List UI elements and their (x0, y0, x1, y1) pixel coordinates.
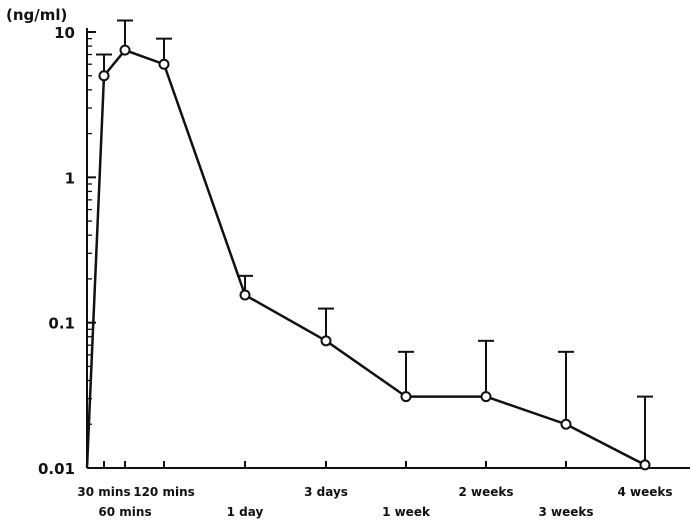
data-point (480, 391, 492, 403)
x-tick-label: 30 mins (77, 485, 130, 499)
x-tick-label: 2 weeks (458, 485, 513, 499)
y-tick-label: 10 (54, 24, 75, 42)
data-point (98, 70, 110, 82)
data-point (320, 335, 332, 347)
error-bars (96, 19, 653, 465)
x-tick-label: 60 mins (98, 505, 151, 519)
data-points (98, 44, 651, 471)
series-line (85, 48, 646, 469)
y-tick-label: 0.01 (38, 460, 75, 478)
data-point (119, 44, 131, 56)
series-polyline (85, 48, 646, 469)
data-point (639, 459, 651, 471)
x-tick-label: 1 day (227, 505, 264, 519)
data-point (560, 418, 572, 430)
x-tick-label: 4 weeks (617, 485, 672, 499)
data-point (158, 58, 170, 70)
x-ticks: 30 mins 60 mins 120 mins 1 day 3 days 1 week 2… (77, 461, 673, 519)
x-tick-label: 1 week (382, 505, 431, 519)
y-axis-unit-label: (ng/ml) (6, 6, 67, 24)
y-tick-label: 0.1 (48, 315, 75, 333)
axes (86, 28, 690, 469)
x-tick-label: 3 weeks (538, 505, 593, 519)
x-tick-label: 120 mins (133, 485, 195, 499)
y-ticks: 10 1 0.1 0.01 (38, 24, 96, 478)
data-point (239, 289, 251, 301)
data-point (400, 391, 412, 403)
y-tick-label: 1 (65, 169, 75, 187)
x-tick-label: 3 days (304, 485, 348, 499)
